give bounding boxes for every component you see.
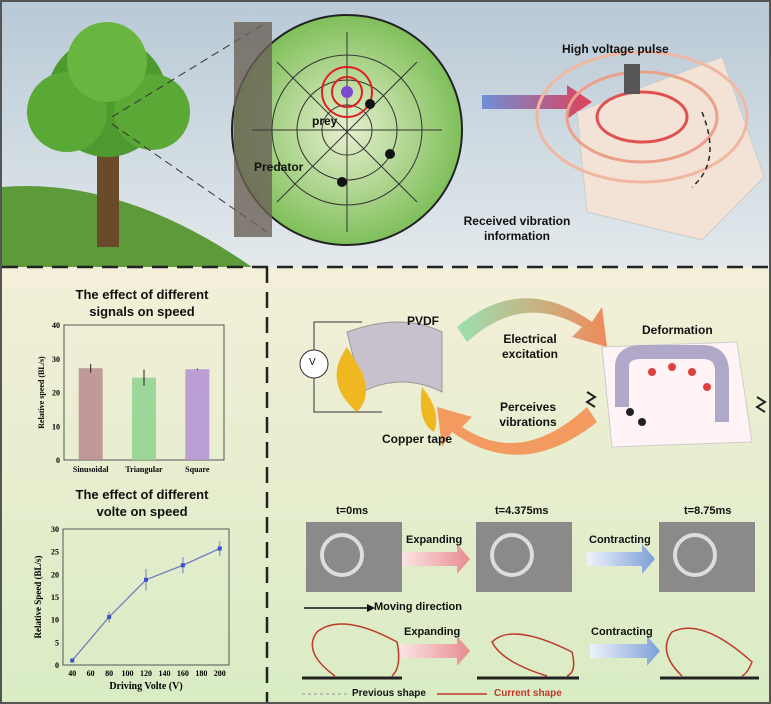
copper-label: Copper tape (382, 432, 453, 446)
time-label: t=8.75ms (684, 505, 732, 517)
electrical-arrow (457, 298, 607, 347)
y-axis-label: Relative speed (BL/s) (37, 356, 46, 429)
x-tick-label: 120 (140, 669, 152, 678)
contracting-label: Contracting (591, 626, 653, 638)
bar (78, 368, 103, 460)
line-title-line-1: The effect of different (75, 487, 209, 502)
charts: 0 10 20 30 40 Sinusoidal Triangular Square Relat… (33, 321, 230, 692)
data-point (107, 614, 112, 619)
y-tick-label: 10 (51, 616, 59, 625)
previous-shape-label: Previous shape (352, 688, 426, 699)
data-point (144, 577, 148, 582)
data-point (217, 546, 222, 551)
series-line (71, 547, 221, 661)
photo-frames (306, 522, 755, 592)
y-tick-label: 30 (52, 355, 60, 364)
x-tick-label: 100 (122, 669, 134, 678)
predator-label: Predator (254, 160, 304, 174)
x-tick-label: Sinusoidal (73, 465, 109, 474)
bar (185, 369, 210, 460)
x-tick-label: 60 (87, 669, 95, 678)
y-tick-label: 5 (55, 638, 59, 647)
perceives-line-1: Perceives (499, 400, 557, 414)
bar-chart-title: The effect of different signals on speed (42, 286, 242, 320)
received-label: Received vibration information (442, 214, 592, 244)
expanding-arrow-2 (400, 636, 470, 666)
x-tick-label: 80 (105, 669, 113, 678)
x-axis-label: Driving Volte (V) (109, 681, 182, 692)
shape-diagrams (311, 623, 753, 677)
x-tick-label: Triangular (125, 465, 163, 474)
y-tick-label: 30 (51, 525, 59, 534)
time-label: t=0ms (336, 505, 369, 517)
contracting-arrow-2 (590, 636, 660, 666)
arrow-right-icon (482, 85, 592, 119)
electrical-line-1: Electrical (503, 332, 557, 346)
y-tick-label: 25 (51, 548, 59, 557)
hill (2, 186, 252, 267)
moving-direction-label: Moving direction (374, 601, 462, 613)
y-tick-label: 0 (56, 456, 60, 465)
y-tick-label: 15 (51, 593, 59, 602)
bar-title-line-2: signals on speed (89, 304, 195, 319)
x-tick-label: Square (185, 465, 210, 474)
y-tick-label: 40 (52, 321, 60, 330)
expanding-label: Expanding (404, 626, 461, 638)
pvdf-actuator (299, 321, 443, 432)
tree-icon (27, 22, 190, 247)
electrical-label: Electrical excitation (480, 332, 580, 362)
contracting-arrow-1 (587, 544, 655, 574)
received-line-2: information (484, 229, 550, 243)
y-tick-label: 20 (51, 570, 59, 579)
expanding-arrow-1 (402, 544, 470, 574)
bar-title-line-1: The effect of different (75, 287, 209, 302)
perceives-label: Perceives vibrations (478, 400, 578, 430)
line-title-line-2: volte on speed (96, 504, 188, 519)
perceives-line-2: vibrations (499, 415, 557, 429)
x-tick-label: 200 (214, 669, 226, 678)
x-tick-label: 160 (177, 669, 189, 678)
pulse-label: High voltage pulse (562, 42, 669, 56)
x-tick-label: 140 (158, 669, 170, 678)
line-plot-frame (62, 528, 230, 666)
electrical-line-2: excitation (501, 347, 558, 361)
contracting-label: Contracting (589, 534, 651, 546)
prey-label: prey (312, 114, 338, 128)
y-tick-label: 0 (55, 661, 59, 670)
y-tick-label: 10 (52, 422, 60, 431)
current-shape-label: Current shape (494, 688, 562, 699)
device-plate (535, 50, 765, 241)
y-axis-label: Relative Speed (BL/s) (33, 556, 43, 639)
received-line-1: Received vibration (463, 214, 571, 228)
y-tick-label: 20 (52, 389, 60, 398)
x-tick-label: 180 (195, 669, 207, 678)
deformation-label: Deformation (642, 323, 713, 337)
deformation-diagram (585, 341, 767, 448)
x-tick-label: 40 (68, 669, 76, 678)
line-chart-title: The effect of different volte on speed (42, 486, 242, 520)
pvdf-label: PVDF (407, 314, 440, 328)
bar (132, 377, 156, 460)
data-point (70, 658, 75, 663)
expanding-label: Expanding (406, 534, 463, 546)
magnified-web (231, 14, 463, 246)
voltmeter-label: V (309, 357, 316, 368)
time-label: t=4.375ms (495, 505, 549, 517)
data-point (180, 563, 185, 568)
perceives-arrow (437, 407, 597, 455)
